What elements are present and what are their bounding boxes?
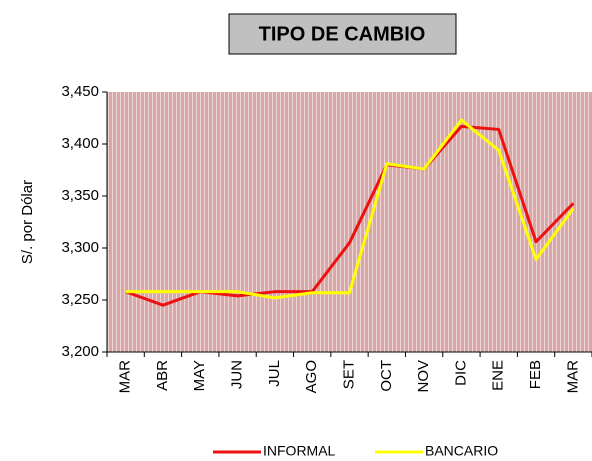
chart-title: TIPO DE CAMBIO: [259, 23, 426, 45]
y-tick-label: 3,300: [61, 239, 99, 256]
legend-label: BANCARIO: [425, 443, 498, 459]
x-tick-label: MAR: [564, 360, 581, 394]
x-tick-label: OCT: [378, 360, 395, 392]
y-tick-label: 3,200: [61, 343, 99, 360]
x-tick-label: MAY: [191, 360, 208, 391]
x-tick-label: ABR: [154, 360, 171, 391]
series-line: [125, 118, 575, 300]
x-tick-label: SET: [340, 360, 357, 389]
x-tick-label: AGO: [303, 360, 320, 393]
y-tick-label: 3,400: [61, 135, 99, 152]
y-tick-label: 3,250: [61, 291, 99, 308]
y-tick-label: 3,450: [61, 83, 99, 100]
x-tick-label: JUL: [266, 360, 283, 387]
y-axis-label: S/. por Dólar: [19, 180, 36, 264]
x-tick-label: NOV: [415, 360, 432, 393]
x-tick-label: JUN: [229, 360, 246, 389]
x-tick-label: DIC: [452, 360, 469, 386]
plot-area: [107, 92, 592, 352]
x-tick-label: FEB: [527, 360, 544, 389]
x-tick-label: MAR: [117, 360, 134, 394]
x-tick-label: ENE: [490, 360, 507, 391]
title-box: [228, 13, 457, 55]
legend-label: INFORMAL: [263, 443, 336, 459]
y-tick-label: 3,350: [61, 187, 99, 204]
